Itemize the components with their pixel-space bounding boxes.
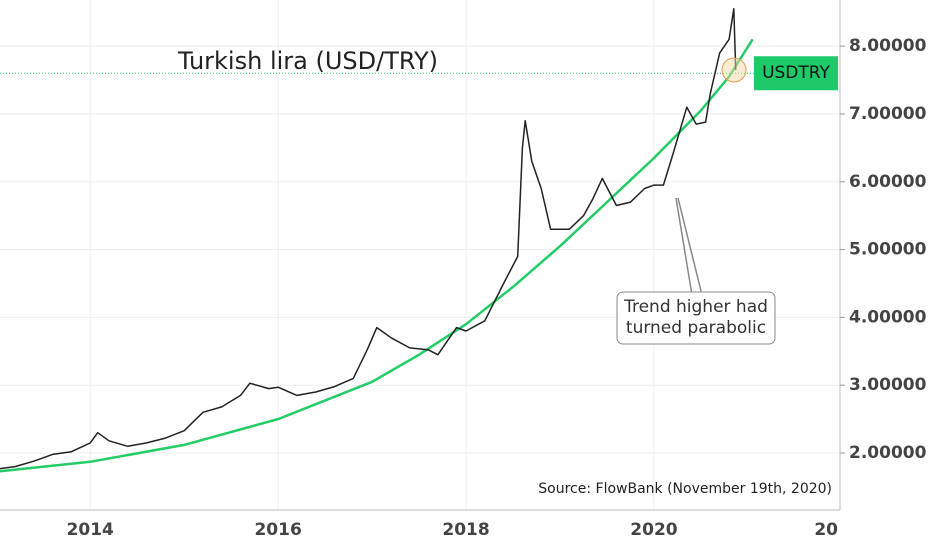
annotation-box — [616, 291, 776, 345]
highlight-circle — [721, 57, 747, 83]
y-tick-label: 2.00000 — [849, 443, 927, 463]
annotation-text: Trend higher had — [623, 297, 768, 317]
y-tick-label: 7.00000 — [849, 104, 927, 124]
source: Source: FlowBank (November 19th, 2020) — [538, 481, 832, 497]
y-tick-label: 8.00000 — [849, 36, 927, 56]
annotation-arrow — [675, 197, 693, 296]
x-tick-label: 2020 — [630, 520, 677, 540]
x-tick-label: 2016 — [254, 520, 301, 540]
y-tick-label: 4.00000 — [849, 307, 927, 327]
annotation-arrow — [677, 197, 703, 296]
x-tick-label: 2014 — [67, 520, 114, 540]
y-tick-label: 6.00000 — [849, 172, 927, 192]
annotation-text: turned parabolic — [626, 318, 766, 338]
symbol-label-box — [754, 56, 838, 91]
y-tick-label: 3.00000 — [849, 375, 927, 395]
price-line — [0, 8, 737, 470]
axes: 2.00000 3.00000 4.00000 5.00000 6.00000 7.000… — [67, 36, 927, 540]
symbol-label: USDTRY — [762, 63, 830, 83]
axis-panel — [840, 0, 932, 550]
x-tick-label: 2018 — [442, 520, 489, 540]
x-tick-label: 20 — [814, 520, 838, 540]
plot-area — [0, 0, 843, 510]
y-tick-label: 5.00000 — [849, 240, 927, 260]
chart-title: Turkish lira (USD/TRY) — [177, 47, 438, 75]
